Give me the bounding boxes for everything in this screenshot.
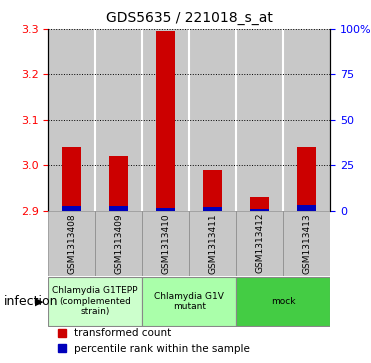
- Bar: [142, 277, 236, 326]
- Bar: [109, 156, 128, 211]
- Bar: [250, 197, 269, 211]
- Bar: [48, 29, 95, 211]
- Bar: [203, 170, 222, 211]
- Text: GSM1313413: GSM1313413: [302, 213, 311, 274]
- Bar: [236, 211, 283, 276]
- Bar: [189, 211, 236, 276]
- Text: GSM1313409: GSM1313409: [114, 213, 123, 274]
- Bar: [156, 31, 175, 211]
- Bar: [156, 208, 175, 211]
- Bar: [95, 211, 142, 276]
- Text: GSM1313410: GSM1313410: [161, 213, 170, 274]
- Bar: [48, 211, 95, 276]
- Text: ▶: ▶: [35, 296, 44, 306]
- Text: GSM1313411: GSM1313411: [208, 213, 217, 274]
- Title: GDS5635 / 221018_s_at: GDS5635 / 221018_s_at: [106, 11, 273, 25]
- Text: GSM1313408: GSM1313408: [67, 213, 76, 274]
- Bar: [283, 29, 330, 211]
- Text: GSM1313412: GSM1313412: [255, 213, 264, 273]
- Bar: [109, 206, 128, 211]
- Legend: transformed count, percentile rank within the sample: transformed count, percentile rank withi…: [53, 324, 254, 358]
- Bar: [48, 277, 142, 326]
- Bar: [142, 29, 189, 211]
- Bar: [189, 29, 236, 211]
- Bar: [95, 29, 142, 211]
- Bar: [62, 147, 81, 211]
- Bar: [283, 211, 330, 276]
- Text: infection: infection: [4, 295, 58, 308]
- Text: Chlamydia G1TEPP
(complemented
strain): Chlamydia G1TEPP (complemented strain): [52, 286, 138, 316]
- Bar: [203, 207, 222, 211]
- Text: Chlamydia G1V
mutant: Chlamydia G1V mutant: [154, 291, 224, 311]
- Bar: [297, 205, 316, 211]
- Bar: [236, 29, 283, 211]
- Bar: [62, 206, 81, 211]
- Bar: [250, 209, 269, 211]
- Bar: [236, 277, 330, 326]
- Text: mock: mock: [271, 297, 295, 306]
- Bar: [142, 211, 189, 276]
- Bar: [297, 147, 316, 211]
